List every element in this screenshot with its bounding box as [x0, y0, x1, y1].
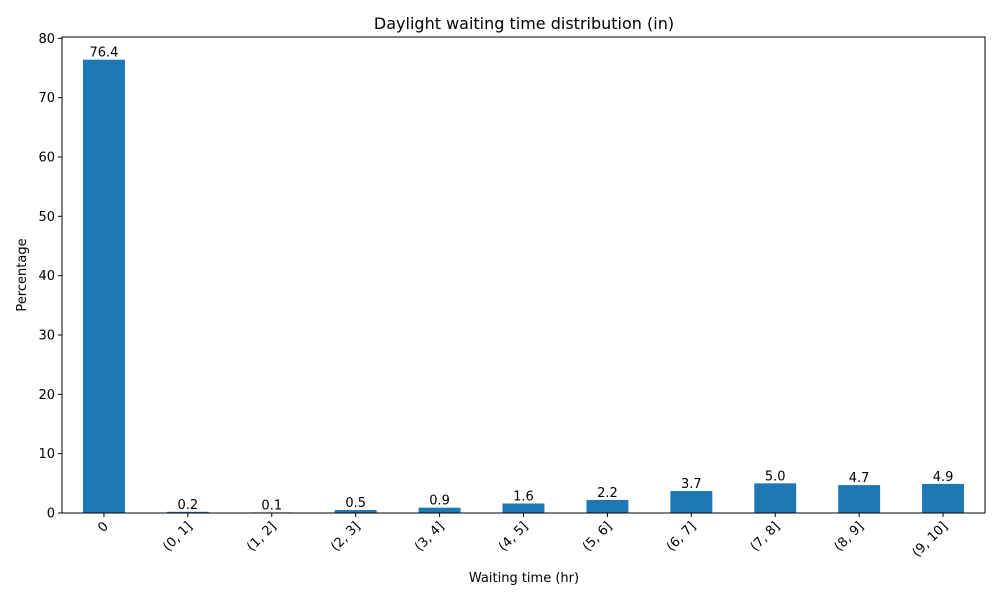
x-axis-label: Waiting time (hr) — [469, 571, 579, 586]
y-axis: 0 10 20 30 40 50 60 70 80 — [38, 32, 62, 522]
x-tick-label-3: (2, 3] — [328, 519, 363, 554]
x-tick-label-7: (6, 7] — [664, 519, 699, 554]
x-axis: 0 (0, 1] (1, 2] (2, 3] (3, 4] (4, 5] (5, 6] (6,… — [95, 513, 951, 560]
y-tick-label-4: 40 — [38, 269, 55, 284]
bar-3 — [334, 510, 377, 513]
y-tick-label-3: 30 — [38, 328, 55, 343]
plot-frame — [61, 36, 986, 514]
x-tick-label-1: (0, 1] — [160, 519, 195, 554]
data-labels-group: 76.4 0.2 0.1 0.5 0.9 1.6 2.2 3.7 5.0 4.7 4.9 — [89, 46, 953, 514]
y-tick-label-2: 20 — [38, 388, 55, 403]
data-label-3: 0.5 — [345, 496, 366, 511]
data-label-8: 5.0 — [765, 469, 786, 484]
data-label-4: 0.9 — [429, 494, 450, 509]
x-tick-label-10: (9, 10] — [910, 519, 951, 560]
bar-5 — [502, 503, 545, 513]
x-tick-label-6: (5, 6] — [580, 519, 615, 554]
bar-10 — [922, 483, 965, 513]
data-label-6: 2.2 — [597, 486, 618, 501]
data-label-7: 3.7 — [681, 477, 702, 492]
y-tick-label-5: 50 — [38, 210, 55, 225]
bar-9 — [838, 485, 881, 513]
y-tick-label-0: 0 — [47, 507, 55, 522]
data-label-1: 0.2 — [178, 498, 199, 513]
y-axis-label: Percentage — [15, 238, 30, 311]
data-label-2: 0.1 — [261, 498, 282, 513]
data-label-5: 1.6 — [513, 490, 534, 505]
y-tick-label-8: 80 — [38, 32, 55, 47]
bars-group — [82, 59, 965, 514]
data-label-0: 76.4 — [89, 46, 118, 61]
data-label-10: 4.9 — [933, 470, 954, 485]
x-tick-label-2: (1, 2] — [244, 519, 279, 554]
chart-title: Daylight waiting time distribution (in) — [374, 14, 674, 33]
x-tick-label-8: (7, 8] — [748, 519, 783, 554]
bar-1 — [166, 511, 209, 513]
y-tick-label-6: 60 — [38, 150, 55, 165]
data-label-9: 4.7 — [849, 471, 870, 486]
x-tick-label-9: (8, 9] — [832, 519, 867, 554]
y-tick-label-1: 10 — [38, 447, 55, 462]
bar-4 — [418, 507, 461, 513]
bar-6 — [586, 499, 629, 513]
x-tick-label-4: (3, 4] — [412, 519, 447, 554]
y-tick-label-7: 70 — [38, 91, 55, 106]
x-tick-label-0: 0 — [95, 519, 111, 535]
x-tick-label-5: (4, 5] — [496, 519, 531, 554]
bar-8 — [754, 483, 797, 513]
bar-0 — [82, 59, 125, 514]
bar-7 — [670, 491, 713, 513]
